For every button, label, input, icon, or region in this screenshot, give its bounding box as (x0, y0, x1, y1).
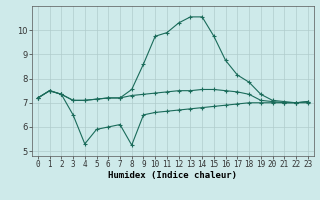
X-axis label: Humidex (Indice chaleur): Humidex (Indice chaleur) (108, 171, 237, 180)
